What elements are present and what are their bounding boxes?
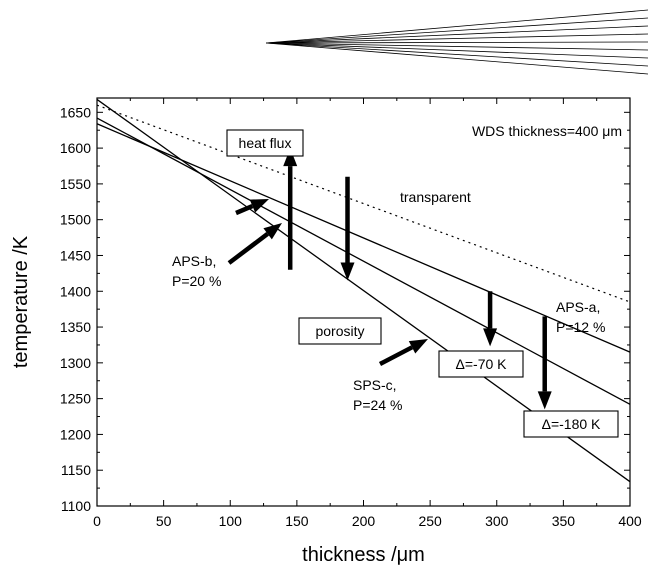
- wds-thickness-label: WDS thickness=400 μm: [472, 123, 622, 139]
- aps-a-name-label: APS-a,: [556, 299, 600, 315]
- fan-line: [266, 42, 648, 43]
- delta-70-label-text: Δ=-70 K: [456, 356, 508, 372]
- pointer-sps-c-head: [409, 339, 428, 354]
- plot-area: 0 50 100 150 200 250 300 350 400 1100 1150 1200 1250…: [60, 98, 642, 529]
- y-tick-label: 1500: [60, 212, 91, 228]
- aps-a-p-label: P=12 %: [556, 319, 605, 335]
- arrow-delta-180-head: [538, 391, 552, 409]
- x-tick-label: 0: [93, 513, 101, 529]
- pointer-aps-b-shaft: [229, 234, 268, 263]
- x-tick-label: 100: [219, 513, 243, 529]
- x-tick-label: 300: [485, 513, 509, 529]
- y-tick-label: 1450: [60, 247, 91, 263]
- aps-b-p-label: P=20 %: [172, 273, 221, 289]
- y-tick-label: 1300: [60, 355, 91, 371]
- y-tick-label: 1400: [60, 283, 91, 299]
- axis-ticks: 0 50 100 150 200 250 300 350 400 1100 1150 1200 1250…: [60, 98, 642, 529]
- arrow-porosity-head: [341, 263, 355, 281]
- fan-line: [266, 10, 648, 43]
- delta-180-label: Δ=-180 K: [524, 411, 618, 437]
- y-tick-label: 1200: [60, 426, 91, 442]
- y-tick-label: 1150: [61, 462, 91, 478]
- x-axis-title: thickness /μm: [302, 544, 425, 566]
- y-tick-label: 1250: [60, 391, 91, 407]
- heat-flux-label: heat flux: [227, 130, 303, 156]
- y-tick-label: 1100: [61, 498, 91, 514]
- pointer-sps-c: [380, 339, 428, 364]
- transparent-label: transparent: [400, 189, 471, 205]
- fan-line: [266, 26, 648, 43]
- arrow-delta-70: [483, 291, 497, 346]
- aps-b-name-label: APS-b,: [172, 253, 216, 269]
- fan-lines-decoration: [266, 10, 648, 74]
- sps-c-p-label: P=24 %: [353, 397, 402, 413]
- pointer-transparent-shaft: [236, 206, 252, 213]
- fan-line: [266, 43, 648, 74]
- x-tick-label: 400: [618, 513, 642, 529]
- porosity-label-text: porosity: [315, 323, 364, 339]
- heat-flux-label-text: heat flux: [239, 135, 292, 151]
- arrow-delta-70-head: [483, 328, 497, 346]
- x-tick-label: 250: [418, 513, 442, 529]
- delta-180-label-text: Δ=-180 K: [542, 416, 601, 432]
- pointer-aps-b: [229, 223, 282, 263]
- y-tick-label: 1650: [60, 104, 91, 120]
- pointer-sps-c-shaft: [380, 347, 412, 364]
- delta-70-label: Δ=-70 K: [439, 351, 523, 377]
- porosity-label: porosity: [299, 318, 381, 344]
- fan-line: [266, 43, 648, 58]
- x-tick-label: 350: [552, 513, 576, 529]
- sps-c-name-label: SPS-c,: [353, 377, 397, 393]
- x-tick-label: 200: [352, 513, 376, 529]
- y-tick-label: 1600: [60, 140, 91, 156]
- fan-line: [266, 18, 648, 43]
- y-axis-title: temperature /K: [10, 235, 32, 368]
- arrow-delta-180: [538, 316, 552, 409]
- x-tick-label: 150: [285, 513, 309, 529]
- fan-line: [266, 34, 648, 43]
- y-tick-label: 1550: [60, 176, 91, 192]
- y-tick-label: 1350: [60, 319, 91, 335]
- plot-frame: [97, 98, 630, 506]
- x-tick-label: 50: [156, 513, 172, 529]
